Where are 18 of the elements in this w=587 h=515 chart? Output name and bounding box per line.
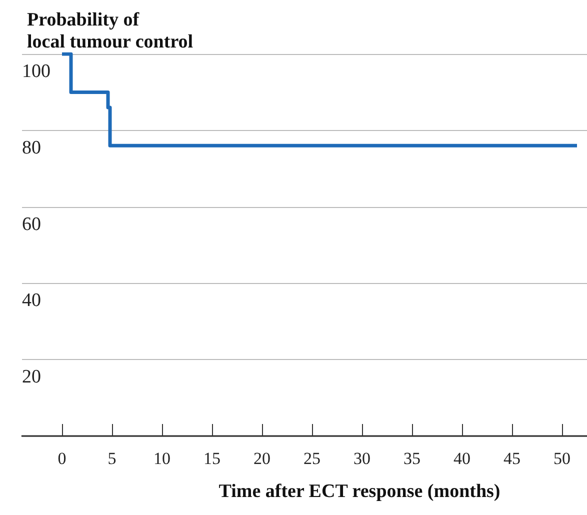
x-tick-label: 10 — [154, 449, 170, 468]
x-tick-label: 35 — [404, 449, 420, 468]
x-tick-label: 40 — [454, 449, 470, 468]
x-tick-label: 30 — [354, 449, 370, 468]
x-tick-label: 45 — [504, 449, 520, 468]
x-tick-label: 5 — [108, 449, 116, 468]
x-axis-title: Time after ECT response (months) — [218, 481, 500, 502]
x-tick-label: 15 — [204, 449, 220, 468]
y-tick-label: 60 — [22, 214, 41, 235]
x-tick-label: 50 — [554, 449, 570, 468]
y-tick-label: 80 — [22, 137, 41, 158]
x-tick-label: 25 — [304, 449, 320, 468]
y-axis-title: Probability of local tumour control — [27, 10, 194, 52]
y-tick-label: 100 — [22, 61, 50, 82]
y-tick-label: 40 — [22, 290, 41, 312]
x-tick-label: 20 — [254, 449, 270, 468]
y-tick-label: 20 — [22, 366, 41, 388]
x-tick-label: 0 — [58, 449, 66, 468]
